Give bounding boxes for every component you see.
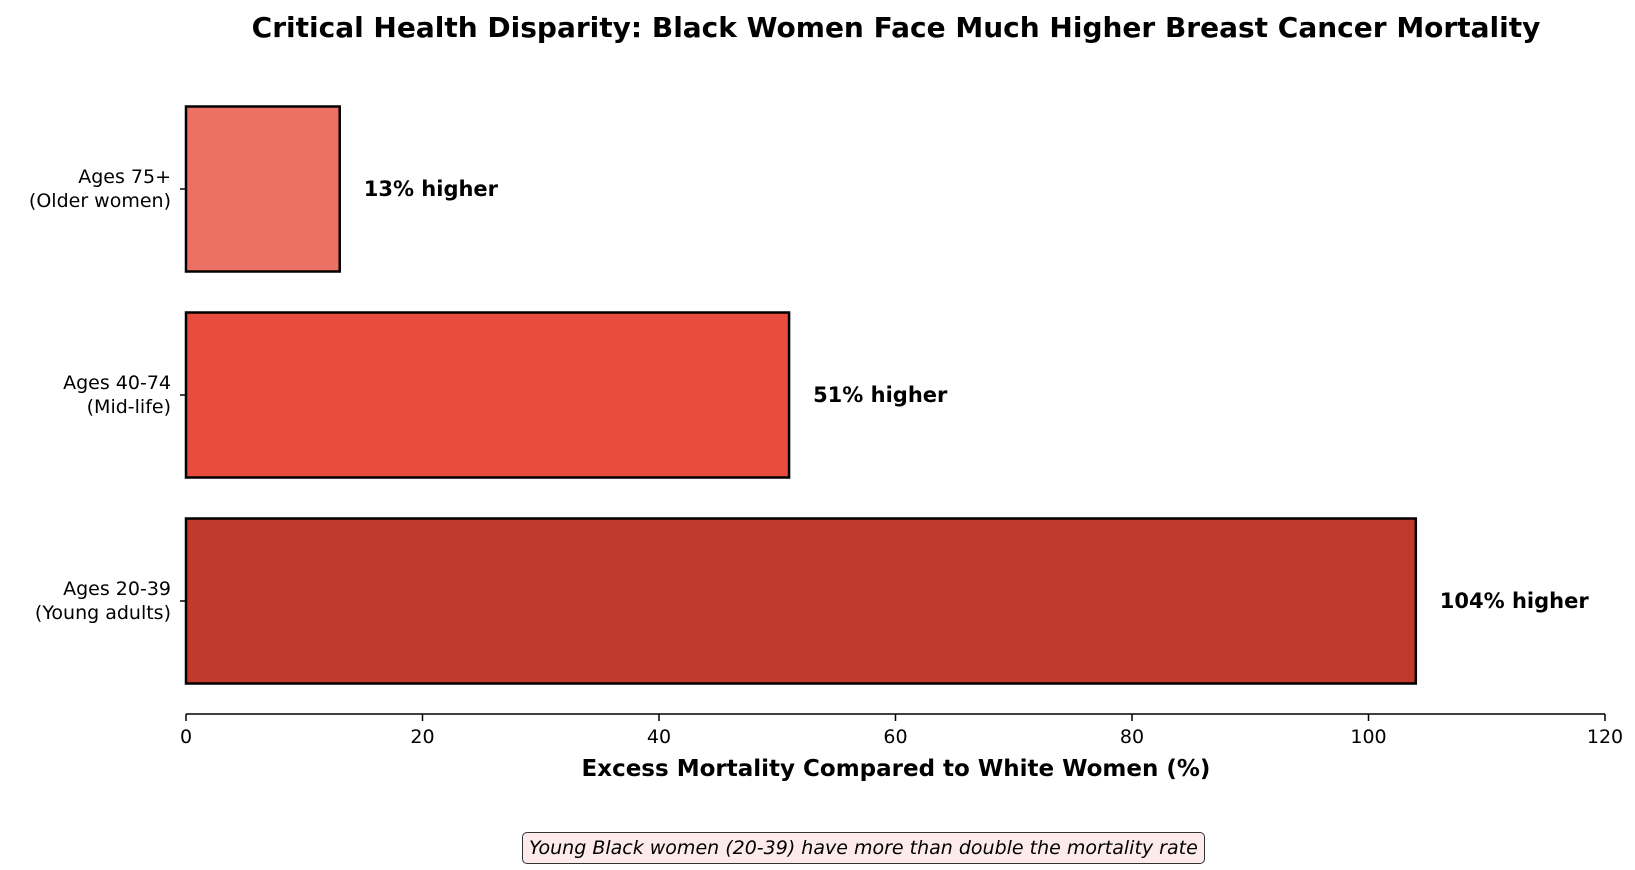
x-tick-label-3: 60: [883, 726, 907, 748]
category-label-0-0: Ages 20-39: [63, 578, 171, 600]
annotation-text: Young Black women (20-39) have more than…: [529, 837, 1198, 859]
x-axis: 0 20 40 60 80 100 120: [180, 713, 1623, 748]
data-labels-layer: 104% higher 51% higher 13% higher: [364, 177, 1590, 613]
data-label-0: 104% higher: [1440, 589, 1590, 613]
y-axis: Ages 20-39(Young adults) Ages 40-74(Mid-l…: [29, 166, 186, 624]
bars-layer: [184, 105, 1418, 685]
bar-1: [184, 311, 791, 479]
x-tick-label-2: 40: [647, 726, 671, 748]
x-tick-label-5: 100: [1350, 726, 1386, 748]
data-label-2: 13% higher: [364, 177, 499, 201]
x-tick-label-6: 120: [1587, 726, 1623, 748]
bar-0: [184, 517, 1418, 685]
bar-2: [184, 105, 341, 273]
x-tick-label-1: 20: [410, 726, 434, 748]
category-label-1-0: Ages 40-74: [63, 372, 171, 394]
x-tick-label-4: 80: [1120, 726, 1144, 748]
chart-title: Critical Health Disparity: Black Women F…: [252, 11, 1541, 44]
category-label-2-0: Ages 75+: [78, 166, 171, 188]
category-label-2-1: (Older women): [29, 190, 171, 212]
category-label-1-1: (Mid-life): [87, 396, 171, 418]
x-axis-label: Excess Mortality Compared to White Women…: [582, 756, 1211, 782]
data-label-1: 51% higher: [813, 383, 948, 407]
annotation-box: Young Black women (20-39) have more than…: [522, 832, 1205, 864]
x-tick-label-0: 0: [180, 726, 192, 748]
category-label-0-1: (Young adults): [35, 602, 171, 624]
